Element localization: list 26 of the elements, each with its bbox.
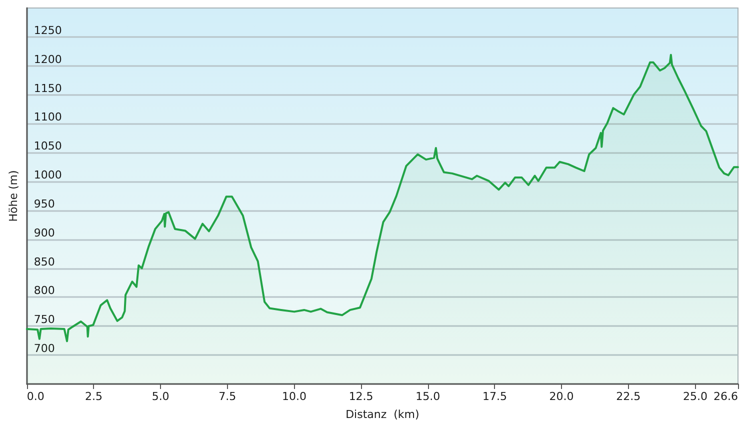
- x-tick-label: 12.5: [348, 390, 374, 403]
- y-axis-title: Höhe (m): [7, 170, 20, 222]
- x-tick-label: 0.0: [26, 390, 44, 403]
- x-tick-label: 5.0: [152, 390, 170, 403]
- x-tick-label: 17.5: [482, 390, 507, 403]
- x-tick-label: 7.5: [218, 390, 236, 403]
- x-axis-title: Distanz (km): [346, 408, 420, 421]
- y-tick-label: 1000: [34, 168, 62, 182]
- y-tick-label: 800: [34, 284, 55, 298]
- y-tick-label: 1200: [34, 52, 62, 66]
- x-tick-label: 10.0: [282, 390, 306, 403]
- y-tick-label: 1150: [34, 82, 62, 95]
- y-tick-label: 900: [34, 226, 55, 240]
- x-tick-label: 26.6: [714, 390, 738, 403]
- x-tick-label: 22.5: [616, 390, 641, 403]
- y-tick-label: 850: [34, 255, 55, 268]
- y-tick-label: 1250: [34, 24, 62, 37]
- y-tick-label: 700: [34, 342, 55, 356]
- y-tick-label: 1050: [34, 140, 62, 153]
- y-tick-label: 750: [34, 313, 55, 326]
- y-tick-label: 950: [34, 197, 55, 210]
- x-tick-label: 25.0: [682, 390, 708, 403]
- x-tick-label: 15.0: [416, 390, 440, 403]
- x-tick-label: 20.0: [549, 390, 574, 403]
- y-tick-label: 1100: [34, 110, 62, 124]
- x-tick-label: 2.5: [84, 390, 102, 403]
